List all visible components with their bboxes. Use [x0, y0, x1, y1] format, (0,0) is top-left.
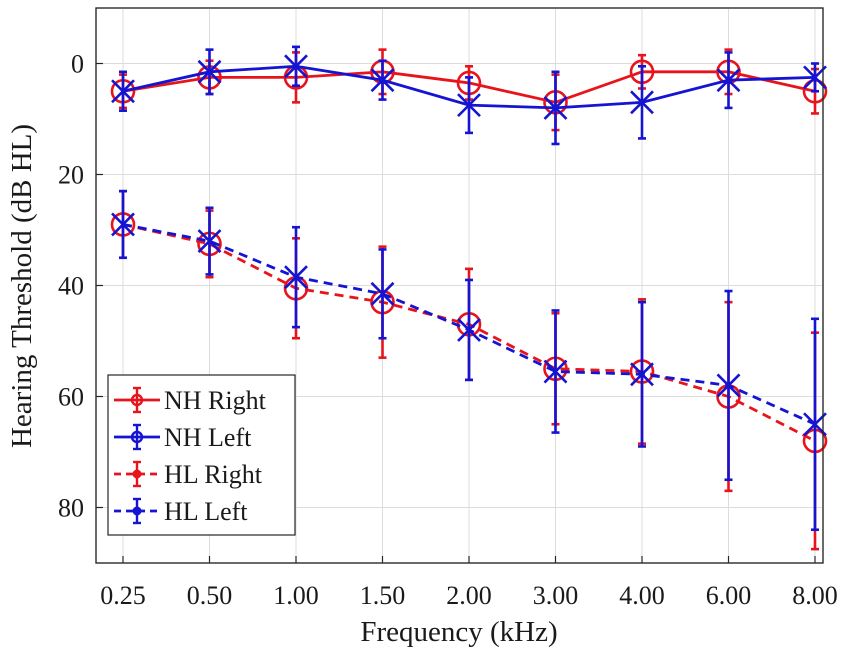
y-axis-ticks: 0 20 40 60 80 — [58, 50, 103, 523]
x-tick-label: 1.00 — [273, 581, 319, 610]
x-tick-label: 0.50 — [187, 581, 233, 610]
legend-label: NH Left — [164, 423, 252, 452]
y-axis-label: Hearing Threshold (dB HL) — [6, 124, 38, 448]
legend-label: HL Right — [164, 460, 263, 489]
data-point — [630, 362, 654, 387]
legend-label: HL Left — [164, 497, 248, 526]
legend-marker — [132, 469, 142, 479]
series-nh-left — [111, 45, 827, 146]
data-point — [197, 59, 222, 84]
data-point — [803, 412, 827, 437]
legend-marker — [132, 506, 142, 516]
y-tick-label: 80 — [58, 494, 84, 523]
data-point — [630, 90, 654, 115]
y-tick-label: 40 — [58, 272, 84, 301]
x-tick-label: 6.00 — [706, 581, 752, 610]
x-tick-label: 4.00 — [619, 581, 665, 610]
data-point — [197, 229, 222, 254]
legend-label: NH Right — [164, 386, 267, 415]
data-point — [111, 212, 135, 237]
data-point — [370, 68, 395, 93]
series-hl-left — [111, 189, 827, 532]
x-tick-label: 2.00 — [446, 581, 492, 610]
series-layer — [110, 45, 828, 551]
y-tick-label: 20 — [58, 161, 84, 190]
data-point — [370, 281, 395, 306]
y-tick-label: 60 — [58, 383, 84, 412]
x-tick-label: 3.00 — [533, 581, 579, 610]
x-axis-label: Frequency (kHz) — [360, 616, 557, 648]
data-point — [716, 373, 741, 398]
data-point — [716, 68, 741, 93]
legend-marker — [130, 430, 144, 444]
data-point — [284, 265, 308, 290]
data-point — [457, 93, 481, 118]
data-point — [111, 79, 135, 104]
x-tick-label: 8.00 — [792, 581, 838, 610]
legend: NH Right NH Left HL Right HL Left — [107, 374, 296, 536]
data-point — [543, 95, 568, 120]
data-point — [284, 54, 308, 79]
data-point — [543, 359, 568, 384]
x-axis-ticks: 0.25 0.50 1.00 1.50 2.00 3.00 4.00 6.00 8.00 — [100, 556, 838, 610]
data-point — [457, 317, 481, 342]
x-tick-label: 0.25 — [100, 581, 146, 610]
x-tick-label: 1.50 — [360, 581, 406, 610]
plot-frame — [95, 7, 824, 564]
legend-marker — [130, 393, 144, 407]
y-tick-label: 0 — [71, 50, 84, 79]
data-point — [803, 65, 827, 90]
